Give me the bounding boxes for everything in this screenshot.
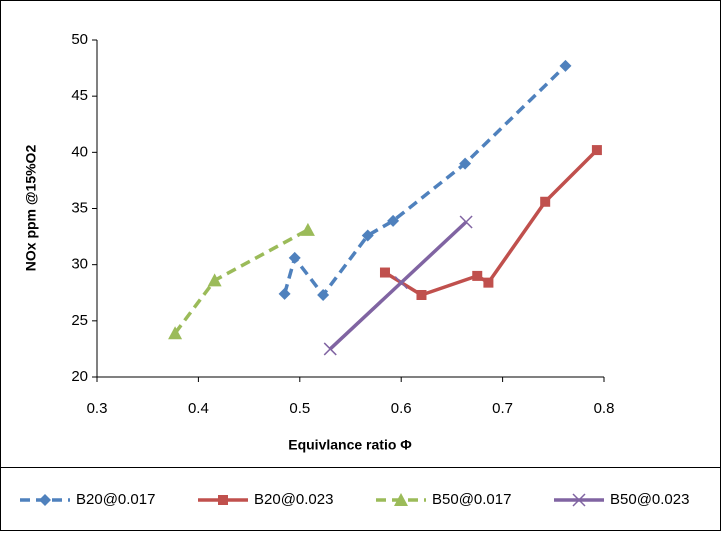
y-tick-label: 45 [71,87,88,104]
y-tick-label: 35 [71,199,88,216]
marker [361,229,374,242]
marker [323,342,337,356]
x-tick-label: 0.8 [594,400,615,417]
marker [379,267,390,278]
y-tick-label: 20 [71,368,88,385]
marker [207,273,222,287]
marker [168,326,183,340]
legend-label: B20@0.017 [76,491,155,508]
marker [317,288,330,301]
marker [416,289,427,300]
marker [288,251,301,264]
legend-marker [218,495,228,505]
marker [394,276,408,290]
marker [483,277,494,288]
x-tick-label: 0.3 [87,400,108,417]
marker [459,215,473,229]
y-axis-label: NOx ppm @15%O2 [23,145,39,272]
marker [472,270,483,281]
x-axis-label: Equivlance ratio Φ [288,437,412,453]
y-tick-label: 50 [71,31,88,48]
legend-label: B50@0.017 [432,491,511,508]
x-tick-label: 0.5 [289,400,310,417]
marker [278,287,291,300]
marker [540,196,551,207]
x-tick-label: 0.4 [188,400,209,417]
y-tick-label: 25 [71,312,88,329]
y-tick-label: 30 [71,256,88,273]
legend-marker [394,493,408,506]
x-tick-label: 0.7 [492,400,513,417]
legend-label: B20@0.023 [254,491,333,508]
marker [459,157,472,170]
marker [591,145,602,156]
marker [559,59,572,72]
marker [387,214,400,227]
legend-marker [572,493,586,507]
y-tick-label: 40 [71,143,88,160]
marker [300,222,315,236]
series-line [384,148,599,297]
legend-label: B50@0.023 [610,491,689,508]
x-tick-label: 0.6 [391,400,412,417]
legend-marker [39,494,51,506]
